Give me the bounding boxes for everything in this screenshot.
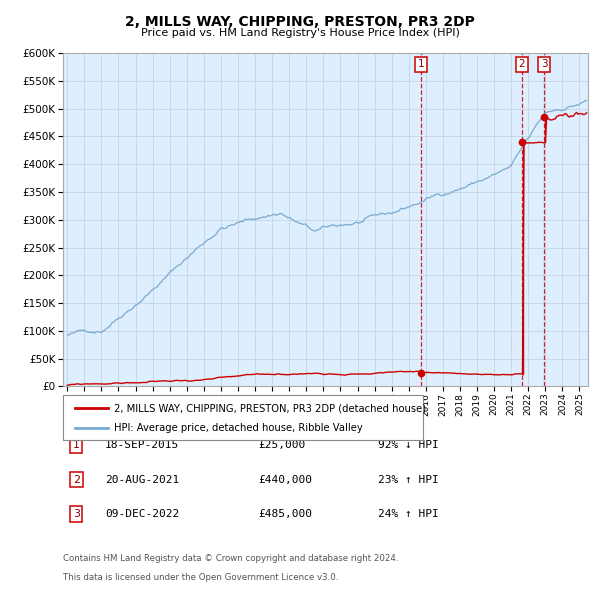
Text: 18-SEP-2015: 18-SEP-2015 [105,441,179,450]
Text: 09-DEC-2022: 09-DEC-2022 [105,509,179,519]
Text: 3: 3 [541,59,547,69]
Text: 92% ↓ HPI: 92% ↓ HPI [378,441,439,450]
Text: 2, MILLS WAY, CHIPPING, PRESTON, PR3 2DP: 2, MILLS WAY, CHIPPING, PRESTON, PR3 2DP [125,15,475,30]
Text: 20-AUG-2021: 20-AUG-2021 [105,475,179,484]
Text: 1: 1 [418,59,424,69]
Text: 2: 2 [73,475,80,484]
Text: £485,000: £485,000 [258,509,312,519]
Text: Contains HM Land Registry data © Crown copyright and database right 2024.: Contains HM Land Registry data © Crown c… [63,554,398,563]
Text: 2, MILLS WAY, CHIPPING, PRESTON, PR3 2DP (detached house): 2, MILLS WAY, CHIPPING, PRESTON, PR3 2DP… [114,404,426,413]
Text: £25,000: £25,000 [258,441,305,450]
Text: 2: 2 [518,59,525,69]
Text: HPI: Average price, detached house, Ribble Valley: HPI: Average price, detached house, Ribb… [114,424,363,433]
Text: £440,000: £440,000 [258,475,312,484]
Text: This data is licensed under the Open Government Licence v3.0.: This data is licensed under the Open Gov… [63,573,338,582]
Text: Price paid vs. HM Land Registry's House Price Index (HPI): Price paid vs. HM Land Registry's House … [140,28,460,38]
Text: 3: 3 [73,509,80,519]
Text: 24% ↑ HPI: 24% ↑ HPI [378,509,439,519]
Text: 1: 1 [73,441,80,450]
Text: 23% ↑ HPI: 23% ↑ HPI [378,475,439,484]
